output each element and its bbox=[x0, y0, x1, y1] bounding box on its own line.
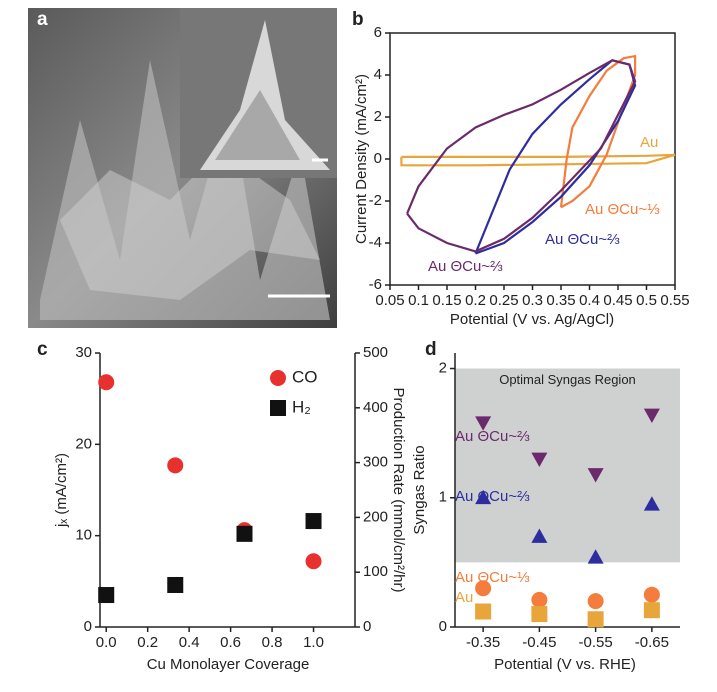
y-tick-label: 0 bbox=[84, 618, 92, 635]
y-tick-label: -6 bbox=[369, 276, 382, 293]
marker bbox=[98, 374, 115, 391]
marker bbox=[587, 593, 604, 610]
marker bbox=[531, 528, 548, 543]
x-tick-label: 0.25 bbox=[489, 292, 518, 309]
cv-curve bbox=[406, 59, 637, 253]
marker bbox=[305, 513, 322, 530]
marker bbox=[475, 603, 492, 620]
x-tick-label: 0.3 bbox=[522, 292, 543, 309]
y-axis-label: jₓ (mA/cm²) bbox=[53, 453, 70, 528]
marker bbox=[531, 452, 548, 467]
y2-tick-label: 500 bbox=[363, 344, 388, 361]
x-axis-label: Cu Monolayer Coverage bbox=[147, 656, 310, 673]
y-tick-label: 6 bbox=[374, 24, 382, 41]
y-tick-label: 30 bbox=[75, 344, 92, 361]
series-label: Au ΘCu~⅔ bbox=[455, 488, 530, 505]
y-axis-label: Syngas Ratio bbox=[411, 445, 428, 534]
x-axis-label: Potential (V vs. RHE) bbox=[494, 656, 636, 673]
y2-tick-label: 100 bbox=[363, 563, 388, 580]
y-tick-label: 10 bbox=[75, 527, 92, 544]
y2-tick-label: 400 bbox=[363, 399, 388, 416]
panel-label: a bbox=[37, 9, 48, 30]
y2-tick-label: 0 bbox=[363, 618, 371, 635]
x-tick-label: -0.65 bbox=[635, 634, 669, 651]
x-tick-label: 0.4 bbox=[579, 292, 600, 309]
y-tick-label: 0 bbox=[439, 618, 447, 635]
legend-marker bbox=[270, 400, 286, 416]
marker bbox=[98, 587, 115, 604]
legend-label: CO bbox=[292, 367, 318, 386]
y2-axis-label: Production Rate (mmol/cm²/hr) bbox=[390, 387, 407, 592]
y-tick-label: 0 bbox=[374, 150, 382, 167]
marker bbox=[475, 580, 492, 597]
series-label: Au ΘCu~⅓ bbox=[585, 201, 660, 218]
marker bbox=[167, 457, 184, 474]
y-tick-label: 2 bbox=[374, 108, 382, 125]
marker bbox=[587, 468, 604, 483]
panel-label: d bbox=[425, 339, 437, 360]
marker bbox=[587, 611, 604, 628]
series-label: Au bbox=[455, 589, 473, 606]
x-tick-label: 0.1 bbox=[408, 292, 429, 309]
x-tick-label: 0.8 bbox=[262, 634, 283, 651]
series-label: Au ΘCu~⅓ bbox=[455, 569, 530, 586]
series-label: Au ΘCu~⅔ bbox=[455, 428, 530, 445]
marker bbox=[643, 586, 660, 603]
x-tick-label: -0.45 bbox=[522, 634, 556, 651]
x-tick-label: 0.55 bbox=[660, 292, 689, 309]
sem-image bbox=[28, 8, 337, 328]
series-label: Au bbox=[640, 134, 658, 151]
y-tick-label: -2 bbox=[369, 192, 382, 209]
y2-tick-label: 300 bbox=[363, 454, 388, 471]
y-axis-label: Current Density (mA/cm²) bbox=[353, 74, 370, 244]
marker bbox=[305, 553, 322, 570]
marker bbox=[643, 496, 660, 511]
x-tick-label: 0.6 bbox=[220, 634, 241, 651]
y-tick-label: 2 bbox=[439, 359, 447, 376]
x-tick-label: 0.2 bbox=[465, 292, 486, 309]
marker bbox=[531, 591, 548, 608]
region-label: Optimal Syngas Region bbox=[499, 372, 636, 387]
series-label: Au ΘCu~⅔ bbox=[428, 258, 503, 275]
marker bbox=[643, 602, 660, 619]
x-tick-label: 0.4 bbox=[179, 634, 200, 651]
cv-curve bbox=[559, 54, 637, 209]
marker bbox=[587, 549, 604, 564]
marker bbox=[475, 416, 492, 431]
x-tick-label: 0.35 bbox=[546, 292, 575, 309]
y-tick-label: -4 bbox=[369, 234, 382, 251]
series-label: Au ΘCu~⅔ bbox=[545, 231, 620, 248]
legend-marker bbox=[270, 370, 286, 386]
x-tick-label: -0.55 bbox=[579, 634, 613, 651]
y-tick-label: 4 bbox=[374, 66, 382, 83]
panel-label: b bbox=[352, 9, 364, 30]
legend-label: H₂ bbox=[292, 397, 311, 416]
x-tick-label: 0.2 bbox=[137, 634, 158, 651]
y-tick-label: 20 bbox=[75, 435, 92, 452]
x-tick-label: 0.45 bbox=[603, 292, 632, 309]
y-tick-label: 1 bbox=[439, 489, 447, 506]
panel-label: c bbox=[37, 339, 48, 360]
optimal-region bbox=[455, 368, 680, 563]
marker bbox=[531, 606, 548, 623]
x-tick-label: 0.05 bbox=[375, 292, 404, 309]
x-tick-label: 0.5 bbox=[636, 292, 657, 309]
marker bbox=[643, 408, 660, 424]
x-axis-label: Potential (V vs. Ag/AgCl) bbox=[450, 311, 614, 328]
marker bbox=[167, 576, 184, 593]
marker bbox=[236, 525, 253, 542]
x-tick-label: 1.0 bbox=[303, 634, 324, 651]
x-tick-label: -0.35 bbox=[466, 634, 500, 651]
y2-tick-label: 200 bbox=[363, 508, 388, 525]
x-tick-label: 0.0 bbox=[96, 634, 117, 651]
x-tick-label: 0.15 bbox=[432, 292, 461, 309]
marker bbox=[475, 489, 492, 505]
